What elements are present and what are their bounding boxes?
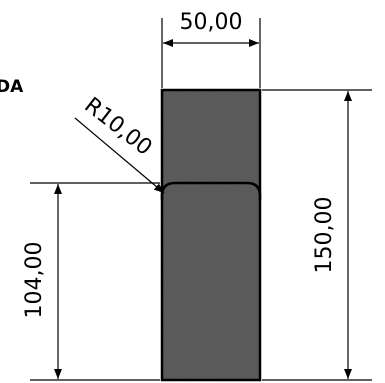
total-height-dimension: 150,00	[262, 89, 372, 381]
radius-dimension-text: R10,00	[79, 93, 156, 161]
radius-leader-line	[74, 117, 165, 194]
radius-callout: R10,00	[74, 93, 165, 194]
section-label: DA	[0, 77, 24, 97]
width-dimension: 50,00	[161, 10, 261, 88]
upper-block	[162, 90, 260, 190]
lower-block	[162, 183, 260, 380]
lower-height-dimension-text: 104,00	[22, 242, 47, 319]
total-height-dimension-text: 150,00	[312, 197, 337, 274]
part-outline	[160, 88, 262, 382]
lower-height-dimension: 104,00	[22, 182, 160, 381]
part-body	[160, 88, 262, 382]
width-dimension-text: 50,00	[180, 10, 243, 35]
